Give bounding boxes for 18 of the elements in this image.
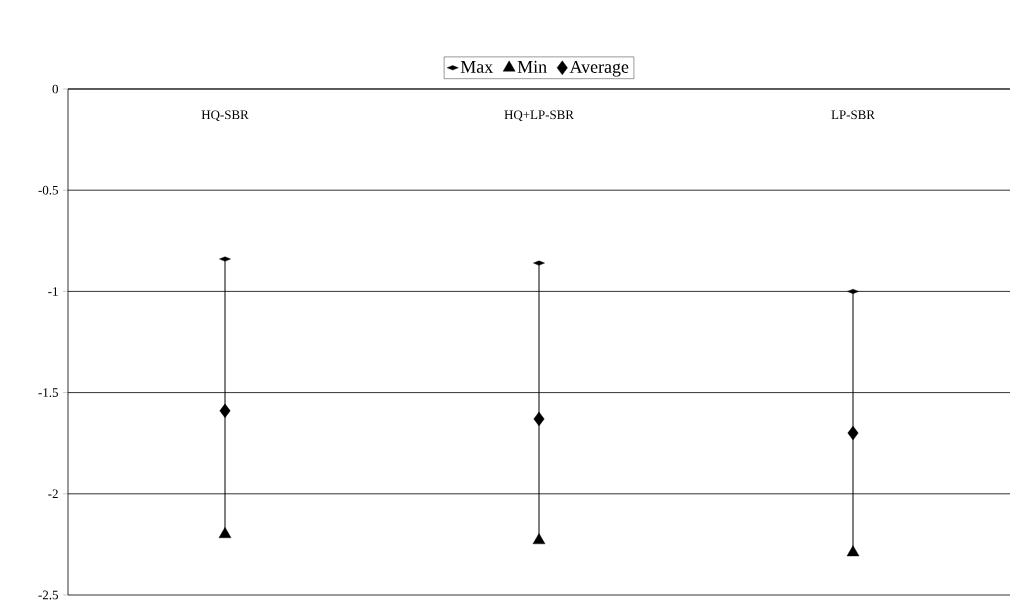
point	[847, 425, 859, 441]
x-tick-label: LP-SBR	[831, 110, 875, 120]
y-tick-label: -1.5	[38, 388, 58, 397]
legend-label: Average	[569, 60, 629, 77]
legend-label: Max	[460, 60, 493, 73]
x-tick-label: HQ+LP-SBR	[504, 110, 574, 122]
legend-label: Min	[517, 60, 547, 73]
y-tick-label: -2	[48, 489, 58, 499]
point	[533, 411, 545, 427]
point	[219, 403, 231, 418]
point	[532, 533, 546, 545]
y-tick-label: -0.5	[38, 185, 58, 195]
y-tick-label: 0	[52, 84, 59, 94]
y-tick-label: -1	[48, 287, 58, 296]
point	[218, 527, 232, 538]
x-tick-label: HQ-SBR	[201, 110, 249, 122]
point	[846, 545, 860, 557]
y-tick-label: -2.5	[38, 590, 58, 600]
